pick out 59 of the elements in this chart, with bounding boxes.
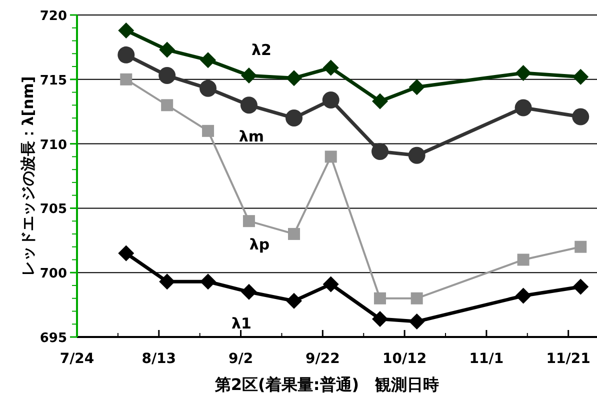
point [322,92,340,109]
point [322,276,339,292]
point [200,52,216,68]
point [240,284,257,300]
point [372,310,388,327]
point [159,274,176,290]
y-axis-title: レッドエッジの波長：λ[nm] [19,76,37,276]
point [161,99,174,112]
point [242,215,255,228]
x-tick-label: 10/12 [382,351,427,367]
point [286,70,302,86]
point [374,292,386,304]
point [515,288,532,304]
point [517,254,530,266]
point [118,22,134,38]
point [286,110,303,127]
point [372,93,388,110]
point [324,150,337,163]
point [572,108,590,126]
point [286,292,302,309]
point [371,143,388,160]
point [408,314,425,330]
point [120,73,132,86]
x-tick-label: 11/21 [546,351,590,367]
y-tick-label: 720 [40,9,67,24]
point [202,124,214,137]
x-tick-label: 9/22 [305,351,340,367]
y-tick-label: 710 [40,138,67,153]
point [200,274,216,290]
x-tick-label: 9/2 [228,351,254,367]
point [118,46,135,64]
point [515,64,532,81]
y-tick-label: 715 [40,73,67,88]
x-tick-label: 8/13 [142,351,176,367]
y-tick-label: 705 [40,202,67,218]
point [572,68,589,85]
series-label: λm [238,128,264,146]
x-axis-title: 第2区(着果量:普通) 観測日時 [214,375,440,394]
y-tick-label: 695 [40,331,67,346]
y-tick-label: 700 [40,266,67,282]
point [322,60,339,76]
x-tick-label: 7/24 [60,351,94,367]
series-label: λp [249,236,270,254]
x-tick-label: 11/1 [469,351,504,367]
point [514,99,532,116]
series-label: λ2 [252,40,272,59]
point [574,240,587,253]
point [200,80,217,97]
point [240,68,257,84]
point [158,67,176,84]
point [572,278,589,295]
point [408,146,426,164]
series-label: λ1 [232,314,252,332]
point [240,96,258,114]
point [408,79,425,96]
point [159,42,176,58]
point [288,228,300,240]
point [118,245,134,262]
point [410,292,423,304]
